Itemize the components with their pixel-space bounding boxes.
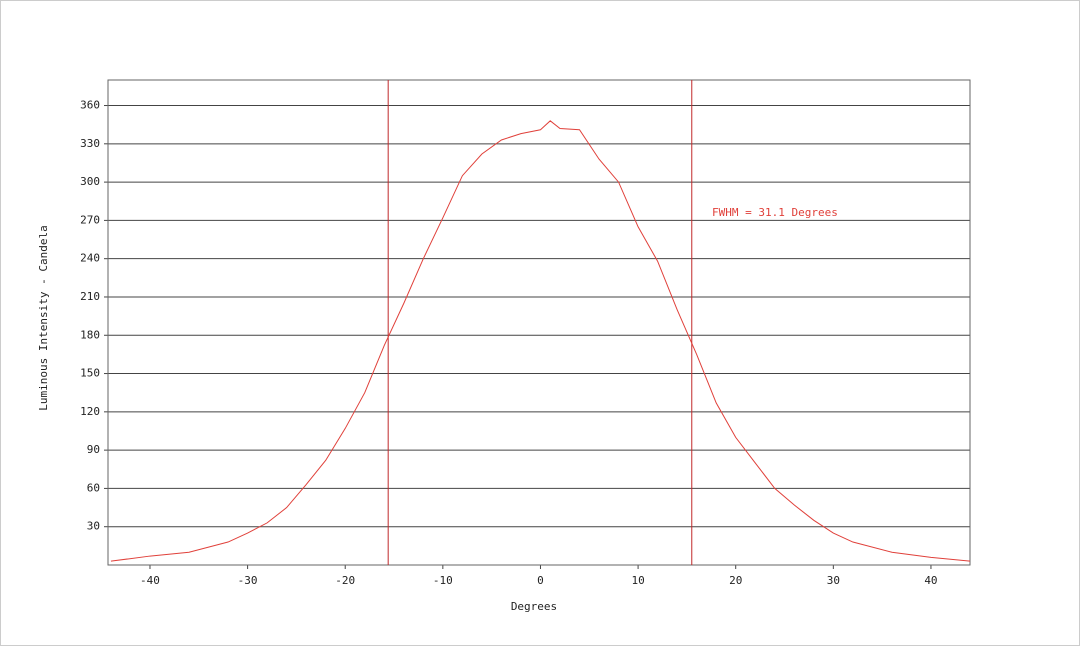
y-tick-label: 90 xyxy=(87,443,100,456)
y-tick-label: 300 xyxy=(80,175,100,188)
x-tick-label: 10 xyxy=(631,574,644,587)
x-tick-label: -30 xyxy=(238,574,258,587)
x-tick-label: -20 xyxy=(335,574,355,587)
y-tick-label: 150 xyxy=(80,367,100,380)
y-tick-label: 60 xyxy=(87,481,100,494)
y-tick-label: 330 xyxy=(80,137,100,150)
y-tick-label: 120 xyxy=(80,405,100,418)
x-axis-label: Degrees xyxy=(511,600,557,613)
annotation: FWHM = 31.1 Degrees xyxy=(712,206,838,219)
x-tick-label: -10 xyxy=(433,574,453,587)
y-tick-label: 180 xyxy=(80,328,100,341)
y-tick-label: 270 xyxy=(80,213,100,226)
y-axis-label: Luminous Intensity - Candela xyxy=(37,225,50,410)
x-tick-label: -40 xyxy=(140,574,160,587)
y-tick-label: 210 xyxy=(80,290,100,303)
plot-frame xyxy=(107,79,971,566)
x-tick-label: 30 xyxy=(827,574,840,587)
x-tick-label: 0 xyxy=(537,574,544,587)
x-tick-label: 40 xyxy=(924,574,937,587)
y-tick-label: 30 xyxy=(87,520,100,533)
x-tick-label: 20 xyxy=(729,574,742,587)
y-tick-label: 360 xyxy=(80,99,100,112)
y-tick-label: 240 xyxy=(80,252,100,265)
data-line xyxy=(110,120,971,562)
